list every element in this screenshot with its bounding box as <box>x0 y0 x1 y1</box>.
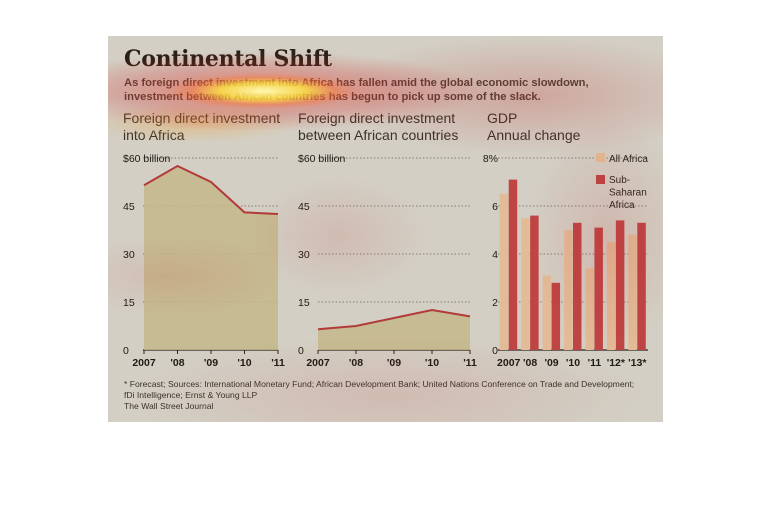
legend-label-line: Africa <box>609 200 635 211</box>
y-tick-label: $60 billion <box>123 153 170 165</box>
infographic-card: Continental Shift As foreign direct inve… <box>108 36 663 422</box>
panel-title-line: Annual change <box>487 127 581 143</box>
panel-title-line: Foreign direct investment <box>123 110 280 126</box>
panel-title-line: GDP <box>487 110 517 126</box>
footnote-line: * Forecast; Sources: International Monet… <box>124 379 635 389</box>
legend-swatch-sub-saharan <box>596 175 605 184</box>
panel-title-line: into Africa <box>123 127 185 143</box>
x-tick-label: '11 <box>271 357 285 369</box>
y-tick-label: 0 <box>123 345 129 357</box>
bar-all-africa <box>564 230 573 350</box>
bar-sub-saharan <box>615 220 625 350</box>
bar-all-africa <box>521 218 530 350</box>
x-tick-label: '12* <box>607 357 626 369</box>
x-tick-label: '09 <box>387 357 401 369</box>
panel-title-line: between African countries <box>298 127 458 143</box>
bar-all-africa <box>628 234 637 350</box>
y-tick-label: 15 <box>298 297 310 309</box>
y-tick-label: 45 <box>298 201 310 213</box>
bar-sub-saharan <box>508 179 518 350</box>
x-tick-label: '10 <box>237 357 251 369</box>
x-tick-label: '10 <box>425 357 439 369</box>
x-tick-label: 2007 <box>497 357 521 369</box>
bar-sub-saharan <box>530 215 539 350</box>
panel-title-line: Foreign direct investment <box>298 110 455 126</box>
legend-swatch-all-africa <box>596 153 605 162</box>
y-tick-label: 2 <box>492 297 498 309</box>
y-tick-label: 8% <box>483 153 498 165</box>
bar-sub-saharan <box>637 222 646 350</box>
y-tick-label: 30 <box>298 249 310 261</box>
x-tick-label: '08 <box>523 357 537 369</box>
notes: * Forecast; Sources: International Monet… <box>124 379 644 412</box>
x-tick-label: '08 <box>170 357 184 369</box>
x-tick-label: '13* <box>628 357 647 369</box>
y-tick-label: 0 <box>298 345 304 357</box>
x-tick-label: '11 <box>588 357 602 369</box>
y-tick-label: 15 <box>123 297 135 309</box>
y-tick-label: 0 <box>492 345 498 357</box>
footnote-line: fDi Intelligence; Ernst & Young LLP <box>124 390 258 400</box>
bar-all-africa <box>499 194 509 350</box>
y-tick-label: 4 <box>492 249 498 261</box>
area-fill <box>318 310 470 350</box>
bar-sub-saharan <box>573 222 582 350</box>
y-tick-label: 30 <box>123 249 135 261</box>
x-tick-label: '11 <box>463 357 477 369</box>
area-fill <box>144 166 278 350</box>
credit-line: The Wall Street Journal <box>124 401 214 411</box>
x-tick-label: '09 <box>204 357 218 369</box>
x-tick-label: 2007 <box>132 357 156 369</box>
x-tick-label: '09 <box>544 357 558 369</box>
x-tick-label: '08 <box>349 357 363 369</box>
legend-label-line: Sub- <box>609 175 630 186</box>
bar-sub-saharan <box>594 227 603 350</box>
bar-sub-saharan <box>551 282 561 350</box>
y-tick-label: $60 billion <box>298 153 345 165</box>
y-tick-label: 45 <box>123 201 135 213</box>
legend-label: All Africa <box>609 154 648 165</box>
x-tick-label: 2007 <box>306 357 330 369</box>
bar-all-africa <box>606 242 616 350</box>
bar-all-africa <box>585 268 594 350</box>
legend-label-line: Saharan <box>609 188 647 199</box>
y-tick-label: 6 <box>492 201 498 213</box>
x-tick-label: '10 <box>566 357 580 369</box>
bar-all-africa <box>542 275 552 350</box>
